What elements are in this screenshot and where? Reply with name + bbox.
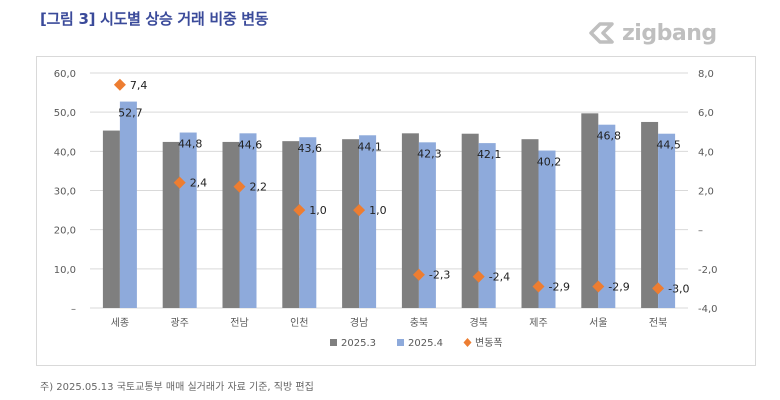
bar-2025-4-value-label: 42,1 <box>477 148 502 161</box>
bar-2025-3 <box>521 139 539 308</box>
change-value-label: 2,4 <box>190 177 208 190</box>
bar-2025-3 <box>282 141 300 308</box>
change-marker <box>472 270 485 283</box>
bar-2025-3 <box>342 139 360 308</box>
x-tick-label: 세종 <box>111 317 129 329</box>
x-tick-label: 충북 <box>410 317 428 329</box>
x-tick-label: 광주 <box>170 317 188 329</box>
change-marker <box>592 280 605 293</box>
bar-2025-4 <box>299 137 317 308</box>
x-tick-label: 서울 <box>589 317 607 329</box>
zigbang-logo: zigbang <box>588 20 717 46</box>
bar-2025-4 <box>119 101 137 308</box>
change-value-label: -2,3 <box>429 269 450 282</box>
x-tick-label: 제주 <box>529 317 547 329</box>
bar-2025-4 <box>359 135 377 308</box>
bar-2025-4-value-label: 46,8 <box>597 130 622 143</box>
change-marker <box>293 204 306 217</box>
zigbang-logo-icon <box>589 22 614 44</box>
y-left-tick-label: 30,0 <box>54 187 76 198</box>
bar-2025-4 <box>179 132 197 308</box>
bar-2025-4-value-label: 44,6 <box>238 138 263 151</box>
y-right-tick-label: 8,0 <box>698 69 714 80</box>
change-marker <box>113 78 126 91</box>
change-marker <box>233 180 246 193</box>
y-right-tick-label: -4,0 <box>698 304 718 315</box>
change-value-label: 2,2 <box>250 181 268 194</box>
logo-text: zigbang <box>622 20 717 46</box>
y-left-tick-label: 60,0 <box>54 69 76 80</box>
legend-swatch <box>397 339 404 346</box>
change-marker <box>412 268 425 281</box>
change-marker <box>353 204 366 217</box>
y-right-tick-label: – <box>698 226 703 237</box>
chart-panel <box>36 56 756 366</box>
y-left-tick-label: 40,0 <box>54 147 76 158</box>
legend-label: 2025.4 <box>408 338 443 349</box>
y-left-tick-label: – <box>71 304 76 315</box>
legend-label: 2025.3 <box>341 338 376 349</box>
bar-2025-4-value-label: 44,1 <box>357 140 382 153</box>
change-marker <box>173 176 186 189</box>
change-marker <box>652 282 665 295</box>
x-tick-label: 전남 <box>230 317 248 329</box>
x-tick-label: 전북 <box>649 317 667 329</box>
change-value-label: 7,4 <box>130 79 148 92</box>
bar-2025-3 <box>222 141 240 308</box>
bar-2025-4-value-label: 44,5 <box>656 139 681 152</box>
bar-2025-3 <box>102 130 120 308</box>
x-tick-label: 경남 <box>350 316 368 329</box>
footnote: 주) 2025.05.13 국토교통부 매매 실거래가 자료 기준, 직방 편집 <box>40 382 314 393</box>
bar-2025-4 <box>418 142 436 308</box>
bar-2025-4-value-label: 42,3 <box>417 147 442 160</box>
bar-2025-3 <box>162 141 180 308</box>
change-value-label: 1,0 <box>309 204 327 217</box>
x-tick-label: 경북 <box>469 316 487 329</box>
bar-2025-3 <box>461 133 479 308</box>
change-value-label: -2,9 <box>549 280 570 293</box>
change-value-label: 1,0 <box>369 204 387 217</box>
y-right-tick-label: 6,0 <box>698 108 714 119</box>
change-value-label: -3,0 <box>668 282 689 295</box>
bar-2025-3 <box>641 121 659 308</box>
change-value-label: -2,9 <box>608 280 629 293</box>
bar-2025-4-value-label: 43,6 <box>298 142 323 155</box>
bar-2025-4-value-label: 52,7 <box>118 107 143 120</box>
y-left-tick-label: 50,0 <box>54 108 76 119</box>
bar-2025-4 <box>239 133 257 308</box>
y-right-tick-label: 2,0 <box>698 187 714 198</box>
legend-swatch <box>463 338 472 347</box>
y-right-tick-label: -2,0 <box>698 265 718 276</box>
bar-2025-3 <box>401 133 419 308</box>
y-right-tick-label: 4,0 <box>698 147 714 158</box>
y-left-tick-label: 20,0 <box>54 226 76 237</box>
figure-title: [그림 3] 시도별 상승 거래 비중 변동 <box>40 10 269 28</box>
bar-2025-4 <box>478 143 496 308</box>
change-value-label: -2,4 <box>489 271 510 284</box>
bar-2025-4 <box>658 133 676 308</box>
x-tick-label: 인천 <box>290 317 308 329</box>
bar-2025-4 <box>538 150 556 308</box>
y-left-tick-label: 10,0 <box>54 265 76 276</box>
bar-2025-4-value-label: 40,2 <box>537 156 562 169</box>
bar-2025-3 <box>581 113 599 308</box>
change-marker <box>532 280 545 293</box>
legend-label: 변동폭 <box>475 337 503 349</box>
bar-2025-4-value-label: 44,8 <box>178 138 203 151</box>
legend-swatch <box>330 339 337 346</box>
bar-2025-4 <box>598 124 616 308</box>
